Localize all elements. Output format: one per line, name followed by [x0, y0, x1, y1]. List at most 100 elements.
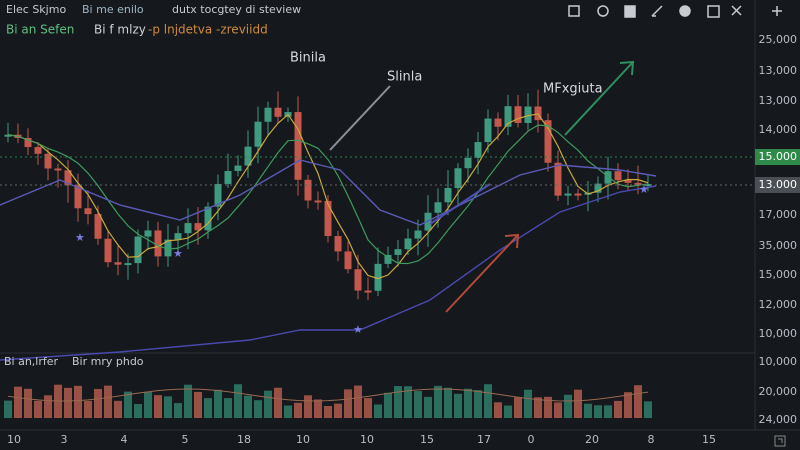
candle — [54, 168, 62, 171]
tool-icon[interactable] — [731, 5, 742, 16]
volume-bar — [424, 396, 432, 418]
candle — [134, 236, 142, 264]
tool-icon[interactable] — [597, 5, 609, 17]
volume-bar — [564, 394, 572, 418]
volume-bar — [4, 400, 12, 418]
candle — [564, 193, 572, 196]
volume-bar — [604, 405, 612, 418]
volume-bar — [594, 405, 602, 418]
candle — [154, 230, 162, 257]
price-label: 24,000 — [759, 413, 798, 426]
candle — [114, 262, 122, 265]
candle — [24, 137, 32, 148]
volume-bar — [154, 395, 162, 418]
volume-bar — [544, 396, 552, 418]
volume-bar — [14, 386, 22, 418]
candle — [394, 249, 402, 255]
volume-bar — [84, 400, 92, 418]
arrow[interactable] — [564, 60, 635, 136]
candle — [104, 238, 112, 263]
candle — [464, 157, 472, 169]
candle — [204, 206, 212, 231]
price-label: 35,000 — [759, 239, 798, 252]
volume-bar — [494, 402, 502, 418]
candle — [84, 208, 92, 215]
volume-bar — [164, 396, 172, 418]
price-label: 13,000 — [759, 94, 798, 107]
candle — [404, 238, 412, 250]
candle — [34, 147, 42, 154]
candle — [64, 170, 72, 186]
star-marker: ★ — [639, 183, 649, 196]
settings-icon[interactable] — [774, 435, 786, 447]
volume-bar — [444, 387, 452, 418]
candle — [374, 263, 382, 291]
volume-bar — [144, 391, 152, 418]
tool-icon[interactable] — [568, 5, 580, 17]
price-label: 20,000 — [759, 385, 798, 398]
time-label: 17 — [477, 433, 491, 446]
candle — [434, 202, 442, 213]
volume-legend: Bi an,lrfer — [4, 355, 59, 368]
time-label: 18 — [237, 433, 251, 446]
volume-bar — [404, 386, 412, 418]
price-label: 12,000 — [759, 298, 798, 311]
volume-bar — [514, 397, 522, 418]
candle — [214, 183, 222, 207]
candle — [94, 214, 102, 239]
volume-bar — [104, 385, 112, 418]
arrow[interactable] — [445, 233, 520, 313]
candle — [164, 239, 172, 257]
moving-average — [7, 124, 649, 265]
candle — [414, 230, 422, 239]
volume-bar — [624, 392, 632, 418]
volume-bar — [644, 401, 652, 418]
candle — [364, 290, 372, 293]
volume-bar — [204, 398, 212, 418]
price-label: 10,000 — [759, 355, 798, 368]
trend-line[interactable] — [329, 85, 391, 151]
time-label: 15 — [420, 433, 434, 446]
volume-bar — [44, 395, 52, 418]
time-label: 10 — [7, 433, 21, 446]
tool-icon[interactable] — [707, 5, 720, 18]
tool-icon[interactable] — [651, 5, 663, 17]
trend-line[interactable] — [429, 183, 491, 225]
time-label: 3 — [61, 433, 68, 446]
legend-item: -p lnjdetva -zreviidd — [148, 23, 268, 37]
candle — [484, 118, 492, 143]
tool-icon[interactable] — [679, 5, 691, 17]
price-label: 13.000 — [759, 178, 798, 191]
price-label: 13,000 — [759, 64, 798, 77]
chart-title: Elec Skjmo — [6, 3, 66, 16]
volume-bar — [254, 400, 262, 418]
time-label: 10 — [360, 433, 374, 446]
volume-bar — [344, 389, 352, 418]
volume-legend: Bir mry phdo — [72, 355, 144, 368]
plot: ★ ★ ★ ★ — [0, 89, 657, 418]
tool-icon[interactable] — [624, 5, 636, 18]
tool-icon[interactable] — [772, 6, 782, 16]
volume-bar — [634, 385, 642, 418]
volume-bar — [374, 404, 382, 418]
volume-bar — [34, 400, 42, 418]
drawings — [329, 60, 635, 313]
volume-bar — [554, 402, 562, 418]
volume-bar — [194, 391, 202, 418]
volume-bar — [24, 388, 32, 418]
header-item: dutx tocgtey di steview — [172, 3, 301, 16]
volume-bar — [574, 389, 582, 418]
candle — [4, 134, 12, 137]
volume-bar — [184, 384, 192, 418]
annotation: MFxgiuta — [543, 82, 603, 97]
toolbar — [568, 5, 782, 18]
annotation: Binila — [290, 51, 326, 66]
candle — [294, 112, 302, 180]
volume-bar — [454, 393, 462, 418]
candle — [624, 180, 632, 183]
candle — [354, 269, 362, 291]
price-label: 25,000 — [759, 33, 798, 46]
candle — [174, 233, 182, 240]
candle — [194, 223, 202, 231]
